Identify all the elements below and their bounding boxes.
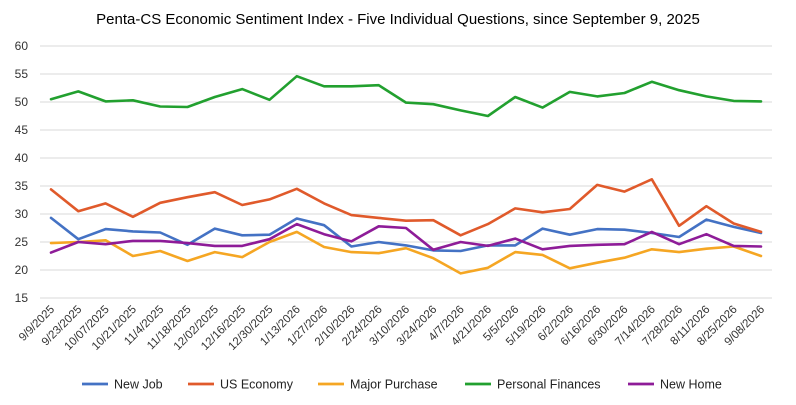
series-line-new-job [49, 216, 763, 253]
legend-label: New Home [660, 378, 722, 392]
series-line-new-home [49, 222, 763, 254]
y-tick-label: 45 [15, 123, 29, 137]
series-line-us-economy [49, 178, 763, 237]
series-line-personal-finances [49, 74, 763, 118]
legend-label: Personal Finances [497, 378, 601, 392]
x-axis: 9/9/20259/23/202510/07/202510/21/202511/… [17, 304, 767, 353]
legend-label: US Economy [220, 378, 294, 392]
y-tick-label: 55 [15, 67, 29, 81]
series-line-major-purchase [49, 230, 763, 275]
y-tick-label: 50 [15, 95, 29, 109]
legend-label: New Job [114, 378, 163, 392]
y-tick-label: 30 [15, 207, 29, 221]
series-lines [49, 74, 763, 275]
y-tick-label: 35 [15, 179, 29, 193]
y-tick-label: 60 [15, 39, 29, 53]
chart-title: Penta-CS Economic Sentiment Index - Five… [96, 11, 700, 28]
y-tick-label: 15 [15, 291, 29, 305]
y-tick-label: 20 [15, 263, 29, 277]
y-tick-label: 25 [15, 235, 29, 249]
y-axis: 15 20 25 30 35 40 45 50 55 60 [15, 39, 29, 305]
y-tick-label: 40 [15, 151, 29, 165]
legend-label: Major Purchase [350, 378, 438, 392]
legend: New Job US Economy Major Purchase Personal … [82, 378, 722, 392]
